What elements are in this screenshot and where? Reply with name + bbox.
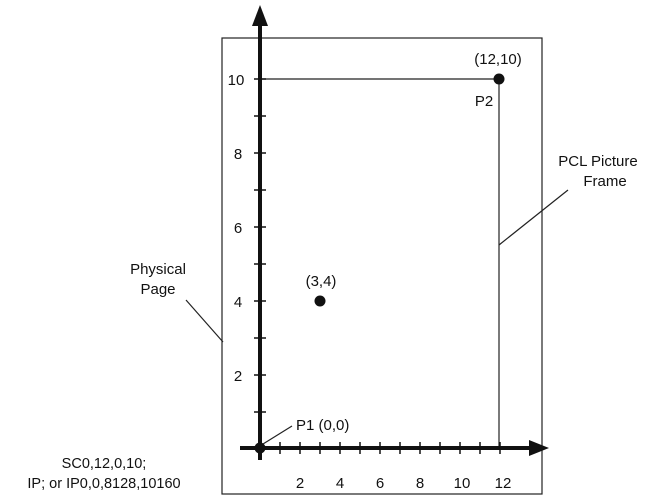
x-ticks <box>279 442 501 454</box>
y-tick-label-10: 10 <box>228 72 245 89</box>
y-tick-label-4: 4 <box>234 294 242 311</box>
y-ticks <box>254 78 266 413</box>
point-12-10 <box>493 73 505 85</box>
physical-page-label-line1: Physical <box>130 261 186 278</box>
x-tick-label-8: 8 <box>416 475 424 492</box>
x-axis-arrow <box>529 440 549 456</box>
p1-label: P1 (0,0) <box>296 417 349 434</box>
x-tick-label-10: 10 <box>454 475 471 492</box>
origin-leader-line <box>262 425 293 445</box>
physical-page-leader <box>185 299 224 343</box>
physical-page-label-line2: Page <box>140 281 175 298</box>
point-origin <box>254 442 266 454</box>
y-tick-label-8: 8 <box>234 146 242 163</box>
physical-page-rect <box>221 37 543 495</box>
pcl-frame-label-line1: PCL Picture <box>558 153 637 170</box>
point-12-10-label: (12,10) <box>474 51 522 68</box>
point-3-4-label: (3,4) <box>306 273 337 290</box>
y-tick-label-6: 6 <box>234 220 242 237</box>
x-tick-label-4: 4 <box>336 475 344 492</box>
x-tick-label-12: 12 <box>495 475 512 492</box>
y-tick-label-2: 2 <box>234 368 242 385</box>
y-axis-arrow <box>252 5 268 26</box>
command-ip: IP; or IP0,0,8128,10160 <box>27 476 180 492</box>
point-3-4 <box>314 295 326 307</box>
p2-label: P2 <box>475 93 493 110</box>
x-tick-label-6: 6 <box>376 475 384 492</box>
pcl-frame-leader <box>498 189 569 246</box>
command-sc: SC0,12,0,10; <box>62 456 147 472</box>
pcl-frame-label-line2: Frame <box>583 173 626 190</box>
x-tick-label-2: 2 <box>296 475 304 492</box>
